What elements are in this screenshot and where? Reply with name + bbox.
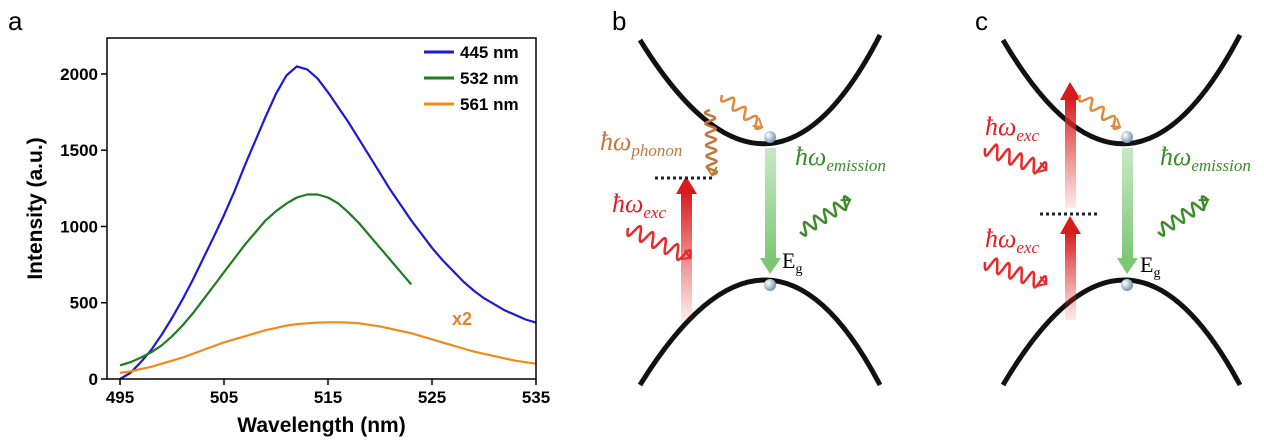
- photon-head: [680, 249, 692, 261]
- annotation: x2: [452, 309, 472, 329]
- y-tick-label: 0: [89, 370, 98, 389]
- excitation-arrow: [681, 192, 692, 320]
- photon-wave: [799, 195, 851, 237]
- subscript: g: [795, 262, 802, 277]
- arrow-head: [1060, 216, 1081, 234]
- symbol: E: [1140, 252, 1153, 277]
- data-line: [119, 321, 537, 374]
- arrow-head: [1060, 82, 1081, 100]
- symbol: E: [782, 248, 795, 273]
- symbol: ħω: [1160, 142, 1191, 171]
- conduction-band: [1000, 33, 1243, 147]
- y-tick-label: 1500: [60, 141, 98, 160]
- panel-label: a: [8, 6, 23, 36]
- y-axis-label: Intensity (a.u.): [24, 137, 47, 279]
- photon-head: [705, 166, 718, 177]
- emission-arrow: [1122, 148, 1133, 260]
- symbol: ħω: [795, 142, 826, 171]
- x-tick-label: 515: [314, 388, 342, 407]
- photon-head: [840, 198, 852, 209]
- gap-label: Eg: [782, 248, 802, 277]
- panel-label: b: [612, 6, 626, 36]
- x-tick-label: 525: [418, 388, 446, 407]
- symbol: ħω: [985, 224, 1016, 253]
- photon-head: [1110, 117, 1122, 129]
- symbol: ħω: [600, 127, 631, 156]
- diagrams: [637, 33, 1243, 387]
- x-tick-label: 495: [106, 388, 134, 407]
- plot-frame: [106, 37, 537, 380]
- x-tick-label: 535: [522, 388, 550, 407]
- photon-wave: [1077, 94, 1121, 131]
- arrow-head: [676, 176, 697, 194]
- photon-wave: [719, 94, 763, 131]
- symbol: ħω: [985, 112, 1016, 141]
- valence-band: [1000, 277, 1243, 387]
- hole: [1121, 279, 1133, 291]
- gap-label: Eg: [1140, 252, 1160, 281]
- emission-label: ħωemission: [1160, 142, 1251, 175]
- photon-wave: [626, 224, 692, 262]
- x-tick-label: 505: [210, 388, 238, 407]
- legend-label: 561 nm: [460, 95, 519, 114]
- arrow-head: [1117, 258, 1138, 274]
- electron: [764, 131, 776, 143]
- photon-head: [1036, 275, 1048, 287]
- subscript: emission: [1191, 156, 1251, 175]
- photon-wave: [703, 108, 719, 177]
- conduction-band: [637, 33, 883, 147]
- photon-wave: [983, 257, 1048, 289]
- data-line: [119, 193, 413, 367]
- arrow-head: [760, 258, 781, 274]
- subscript: exc: [1016, 238, 1039, 257]
- subscript: g: [1153, 266, 1160, 281]
- emission-arrow: [765, 148, 776, 260]
- emission-label: ħωemission: [795, 142, 886, 175]
- x-axis-label: Wavelength (nm): [237, 414, 405, 437]
- legend-label: 532 nm: [460, 69, 519, 88]
- phonon-label: ħωphonon: [600, 127, 682, 160]
- chart: 0 500 1000 1500 2000 495 505 515 525 535 Wavelengt…: [24, 37, 550, 437]
- y-tick-label: 1000: [60, 217, 98, 236]
- hole: [764, 279, 776, 291]
- photon-head: [752, 117, 764, 129]
- subscript: exc: [1016, 126, 1039, 145]
- photon-wave: [983, 143, 1048, 175]
- excitation-label: ħωexc: [985, 112, 1039, 145]
- excitation-arrow: [1065, 98, 1076, 208]
- subscript: emission: [826, 156, 886, 175]
- legend-label: 445 nm: [460, 43, 519, 62]
- symbol: ħω: [612, 189, 643, 218]
- subscript: phonon: [630, 141, 682, 160]
- excitation-label: ħωexc: [612, 189, 666, 222]
- data-line: [119, 65, 537, 380]
- electron: [1121, 131, 1133, 143]
- panel-label: c: [975, 6, 988, 36]
- y-tick-label: 500: [70, 294, 98, 313]
- photon-wave: [1157, 195, 1209, 237]
- subscript: exc: [643, 203, 666, 222]
- y-tick-label: 2000: [60, 65, 98, 84]
- photon-head: [1198, 198, 1210, 209]
- excitation-arrow: [1065, 232, 1076, 320]
- photon-head: [1036, 161, 1048, 173]
- valence-band: [637, 277, 883, 387]
- excitation-label: ħωexc: [985, 224, 1039, 257]
